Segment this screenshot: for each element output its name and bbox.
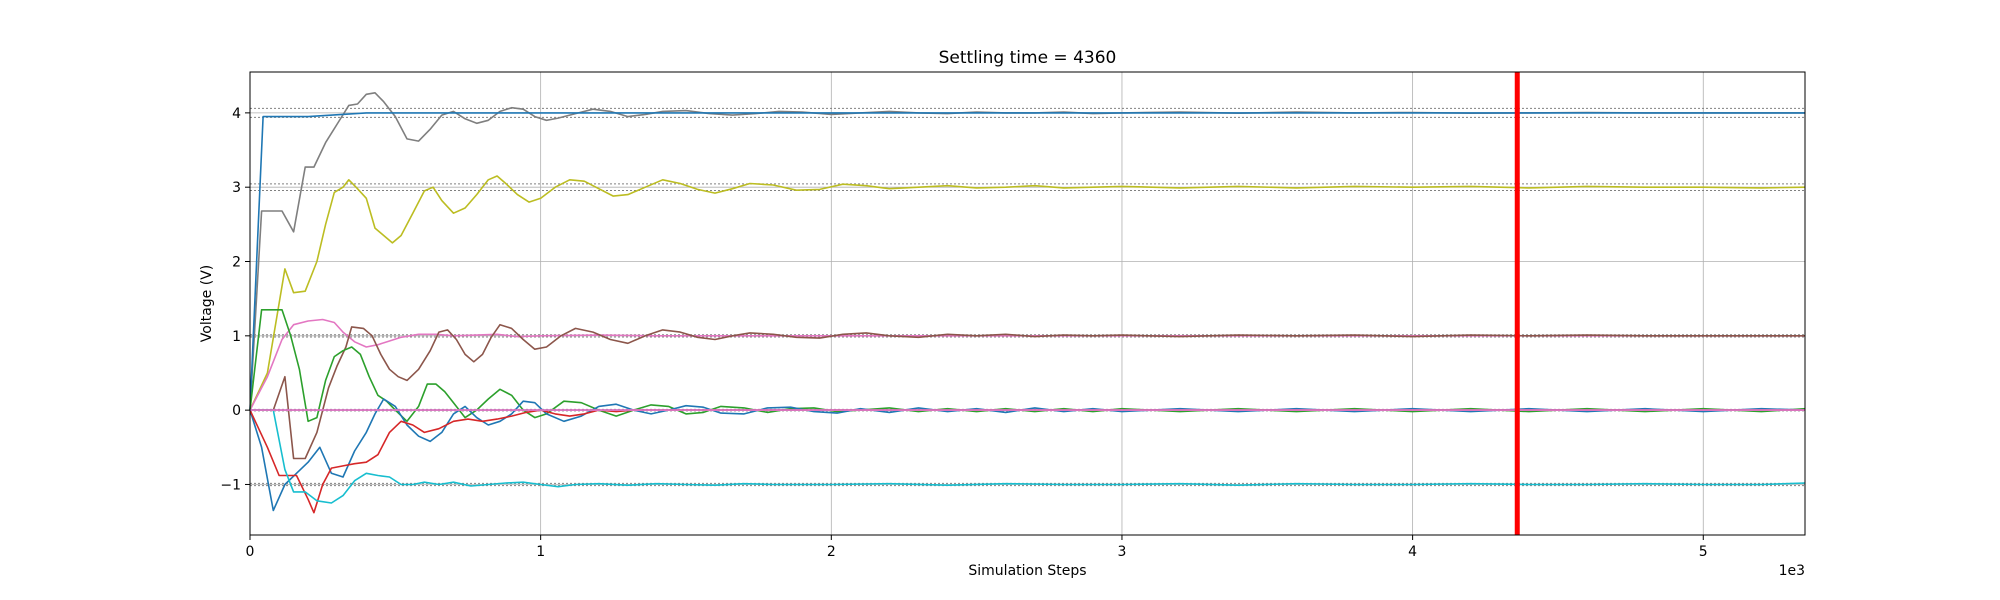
x-tick-label-1: 1 [536,544,545,560]
series-line-0 [249,92,1805,411]
series-line-4 [250,323,1805,460]
series-line-7 [249,409,1805,514]
chart-title: Settling time = 4360 [939,48,1117,68]
y-tick-label-3: 2 [232,255,241,271]
axis-ticks: 0 1 2 3 4 5 −1 0 1 2 3 4 [220,106,1707,560]
grid-lines [249,72,1805,535]
y-axis-label: Voltage (V) [199,265,215,342]
y-tick-label-2: 1 [232,329,241,345]
x-tick-label-3: 3 [1118,544,1127,560]
x-tick-label-0: 0 [246,544,255,560]
x-tick-label-4: 4 [1408,544,1417,560]
x-axis-label: Simulation Steps [968,563,1086,579]
x-tick-label-2: 2 [827,544,836,560]
x-axis-offset-label: 1e3 [1779,563,1805,579]
plot-area-frame [249,71,1806,536]
series-line-2 [249,175,1806,411]
series-line-5 [249,309,1806,423]
series-line-1 [249,112,1805,411]
y-tick-label-4: 3 [232,180,241,196]
x-tick-label-5: 5 [1699,544,1708,560]
series-line-8 [250,409,1806,504]
tolerance-band-lines [250,107,1805,487]
series-line-6 [249,398,1806,512]
y-tick-label-5: 4 [232,106,241,122]
series-lines [249,92,1806,514]
series-line-3 [249,318,1805,411]
y-tick-label-0: −1 [220,477,241,493]
y-tick-label-1: 0 [232,403,241,419]
